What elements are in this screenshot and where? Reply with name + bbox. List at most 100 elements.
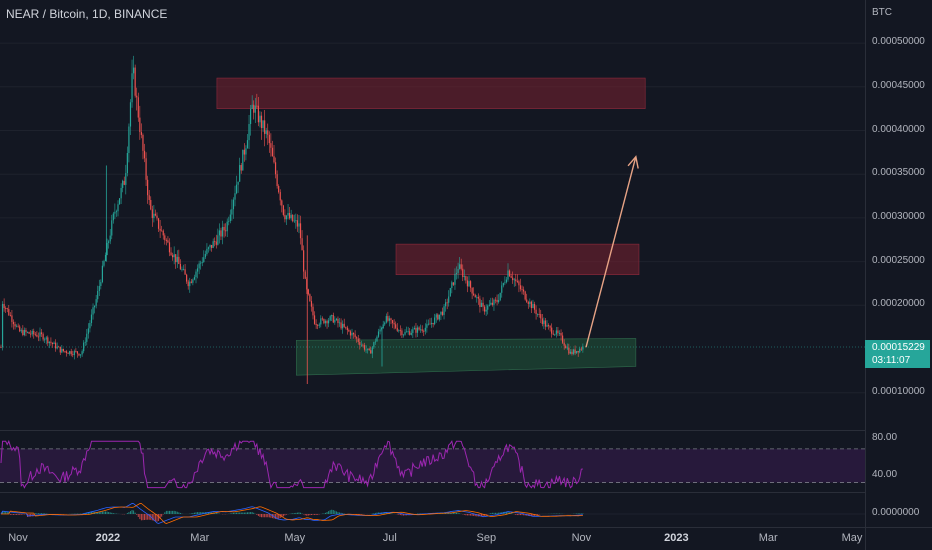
macd-histogram-bar [168,510,170,514]
candle-body [172,255,174,258]
projection-arrowhead [627,155,639,169]
candle-body [189,281,191,287]
candle-body [296,220,298,227]
candle-body [217,235,219,245]
macd-histogram-bar [39,513,41,514]
candle-body [55,342,57,349]
candle-body [334,319,336,323]
macd-histogram-bar [331,509,333,514]
candle-body [449,288,451,297]
macd-histogram-bar [268,514,270,518]
candle-body [519,285,522,290]
macd-histogram-bar [577,513,579,514]
candle-body [318,324,320,326]
macd-histogram-bar [148,514,150,520]
candle-body [17,325,19,327]
macd-histogram-bar [310,514,312,515]
macd-histogram-bar [165,510,167,514]
macd-histogram-bar [404,514,406,516]
candle-body [33,330,35,335]
candle-body [402,334,405,336]
macd-histogram-bar [505,511,507,514]
macd-histogram-bar [251,512,253,514]
candle-body [256,105,258,107]
candle-body [167,240,169,243]
macd-histogram-bar [217,513,219,514]
candle-body [313,315,316,324]
candle-body [201,262,203,263]
macd-histogram-bar [262,514,264,518]
macd-histogram-bar [493,512,495,514]
candle-body [346,327,348,331]
macd-histogram-bar [267,514,269,518]
macd-histogram-bar [28,514,30,517]
candle-body [87,328,89,334]
macd-histogram-bar [265,514,267,518]
candle-body [430,322,433,325]
candle-body [139,117,141,133]
macd-histogram-bar [200,512,202,514]
candle-body [279,192,281,201]
macd-histogram-bar [172,510,174,514]
candle-body [384,322,386,325]
macd-histogram-bar [300,512,302,514]
candle-body [335,318,337,320]
candle-body [136,95,138,98]
macd-histogram-bar [105,511,107,514]
macd-histogram-bar [16,514,18,515]
candle-body [485,309,487,312]
candle-body [95,299,97,306]
candle-body [45,337,47,340]
macd-histogram-bar [456,512,458,514]
candle-body [248,124,250,141]
candle-body [115,211,118,213]
candle-body [371,347,373,354]
candle-body [491,302,493,305]
macd-histogram-bar [34,513,36,514]
candle-body [292,214,294,222]
macd-histogram-bar [14,514,16,515]
price-tick-label: 0.00030000 [872,210,925,222]
macd-histogram-bar [339,512,341,514]
candle-body [164,235,166,241]
candle-body [507,270,509,280]
rsi-panel [0,439,865,490]
macd-histogram-bar [20,514,22,515]
candle-body [508,270,511,277]
macd-histogram-bar [3,511,5,514]
candle-body [250,108,252,125]
candle-body [454,273,456,285]
macd-histogram-bar [248,512,250,514]
macd-histogram-bar [108,512,110,514]
candle-body [20,330,22,332]
macd-histogram-bar [129,511,131,514]
macd-histogram-bar [198,512,200,514]
candle-body [101,265,103,283]
candle-body [267,130,269,135]
macd-histogram-bar [315,514,317,515]
candle-body [184,269,186,275]
macd-histogram-bar [114,513,116,514]
macd-histogram-bar [37,513,39,514]
candle-body [122,180,124,188]
candle-body [451,282,453,289]
macd-histogram-bar [190,513,192,514]
macd-histogram-bar [207,512,209,514]
candle-body [234,193,236,200]
candle-body [415,327,417,333]
macd-histogram-bar [133,510,135,514]
macd-histogram-bar [192,513,194,514]
candle-body [226,221,228,232]
candle-body [270,143,272,148]
candle-body [448,296,450,303]
candle-body [81,351,83,355]
macd-histogram-bar [445,513,447,514]
candle-body [251,104,253,109]
candle-body [373,342,375,348]
macd-histogram-bar [145,514,147,520]
macd-histogram-bar [261,514,263,518]
candle-body [262,120,264,129]
macd-histogram-bar [378,512,380,514]
candle-body [423,330,425,332]
